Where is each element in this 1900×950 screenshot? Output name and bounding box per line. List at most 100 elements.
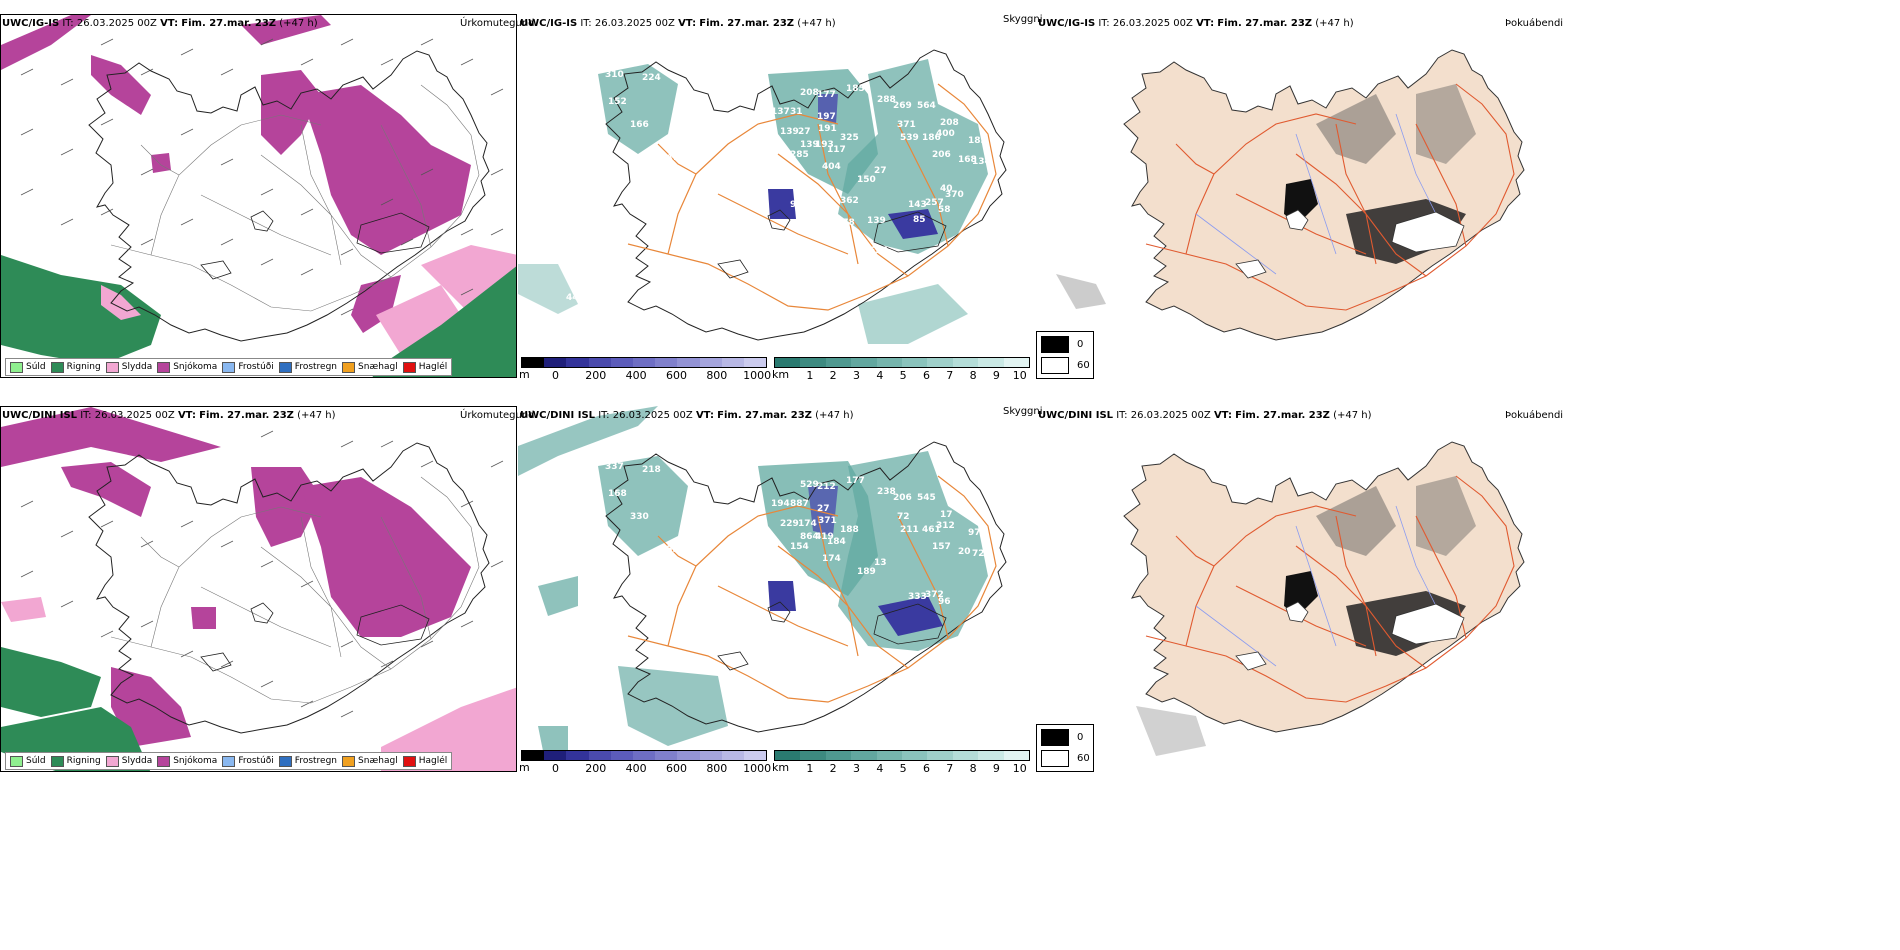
colorbar-tick: 9 (992, 762, 1000, 775)
legend-swatch (157, 755, 171, 767)
visibility-panel-1 (518, 14, 1036, 378)
model-name: UWC/IG-IS (2, 18, 60, 29)
colorbar-swatch (902, 751, 928, 760)
elevation-label: 238 (877, 487, 896, 497)
legend-label: Frostúði (238, 756, 274, 766)
colorbar-tick: 10 (1012, 369, 1027, 382)
elevation-label: 362 (840, 196, 859, 206)
legend-item: Snjókoma (157, 361, 217, 373)
precip-type-map-2 (1, 407, 516, 771)
visibility-km-colorbar-2: 1 2 3 4 5 6 7 8 9 10 km (772, 750, 1030, 775)
elevation-label: 139 (780, 127, 799, 137)
elevation-label: 206 (932, 150, 951, 160)
colorbar-tick: 6 (922, 369, 930, 382)
colorbar-tick: 2 (829, 369, 837, 382)
colorbar-swatch (978, 358, 1004, 367)
fog-legend-top: 0 (1077, 732, 1084, 743)
fog-legend-bottom: 60 (1077, 753, 1090, 764)
elevation-label: 143 (908, 200, 927, 210)
elevation-label: 188 (840, 525, 859, 535)
elevation-label: 174 (822, 554, 841, 564)
colorbar-swatch (544, 358, 567, 367)
elevation-label: 139 (800, 140, 819, 150)
elevation-label: 168 (608, 489, 627, 499)
colorbar-tick: 8 (969, 369, 977, 382)
elevation-label: 193 (815, 140, 834, 150)
elevation-label: 312 (936, 521, 955, 531)
elevation-label: 174 (798, 519, 817, 529)
it-value: 26.03.2025 00Z (612, 410, 693, 421)
elevation-label: 166 (630, 120, 649, 130)
fog-legend-1: 0 60 (1036, 331, 1094, 379)
colorbar-swatch (1003, 751, 1030, 760)
elevation-label: 206 (893, 493, 912, 503)
model-name: UWC/DINI ISL (2, 410, 78, 421)
it-value: 26.03.2025 00Z (1130, 410, 1211, 421)
elevation-label: 139 (867, 216, 886, 226)
elevation-label: 20 (958, 547, 971, 557)
colorbar-km-swatches (774, 357, 1030, 368)
colorbar-tick: 600 (665, 369, 687, 382)
colorbar-swatch (743, 751, 767, 760)
legend-item: Rigning (50, 755, 101, 767)
vt-label: VT: (160, 18, 179, 29)
it-value: 26.03.2025 00Z (94, 410, 175, 421)
legend-label: Frostregn (294, 362, 338, 372)
elevation-label: 40 (940, 184, 953, 194)
fog-panel-1 (1036, 14, 1556, 378)
visibility-map-2 (518, 406, 1036, 772)
colorbar-km-unit: km (772, 761, 790, 774)
elevation-label: 285 (790, 150, 809, 160)
colorbar-swatch (610, 751, 633, 760)
it-label: IT: (598, 410, 610, 421)
elevation-label: 150 (857, 175, 876, 185)
elevation-label: 186 (922, 133, 941, 143)
colorbar-km-unit: km (772, 368, 790, 381)
colorbar-tick: 1 (806, 762, 814, 775)
panel-title-precip-type-2: Úrkomutegund (460, 410, 535, 421)
colorbar-tick: 6 (922, 762, 930, 775)
fog-map-1 (1036, 14, 1556, 378)
legend-item: Slydda (105, 755, 152, 767)
elevation-label: 27 (817, 504, 830, 514)
legend-item: Frostregn (278, 361, 338, 373)
legend-swatch (222, 755, 236, 767)
elevation-label: 288 (877, 95, 896, 105)
elevation-label: 400 (936, 129, 955, 139)
colorbar-swatch (610, 358, 633, 367)
vt-value: Fim. 27.mar. 23Z (1235, 410, 1330, 421)
it-value: 26.03.2025 00Z (1112, 18, 1193, 29)
vt-value: Fim. 27.mar. 23Z (1217, 18, 1313, 29)
vt-label: VT: (1213, 410, 1232, 421)
elevation-label: 90 (790, 200, 803, 210)
colorbar-swatch (825, 751, 852, 760)
elevation-label: 310 (605, 70, 624, 80)
legend-item: Haglél (402, 755, 447, 767)
colorbar-swatch (800, 751, 826, 760)
legend-label: Rigning (66, 362, 101, 372)
vt-label: VT: (695, 410, 714, 421)
fog-swatch-dark (1041, 729, 1069, 746)
elevation-label: 887 (790, 499, 809, 509)
colorbar-swatch (851, 358, 877, 367)
colorbar-tick: 2 (829, 762, 837, 775)
elevation-label: 157 (932, 542, 951, 552)
colorbar-swatch (677, 751, 700, 760)
elevation-label: 545 (917, 493, 936, 503)
legend-label: Snjókoma (173, 756, 218, 766)
legend-swatch (10, 755, 23, 767)
legend-label: Snæhagl (358, 756, 398, 766)
elevation-label: 208 (940, 118, 959, 128)
colorbar-tick: 5 (899, 369, 907, 382)
colorbar-tick: 1 (806, 369, 814, 382)
colorbar-swatch (522, 751, 545, 760)
colorbar-swatch (952, 751, 979, 760)
legend-swatch (50, 361, 64, 373)
vt-label: VT: (177, 410, 196, 421)
colorbar-tick: 800 (706, 762, 728, 775)
colorbar-tick: 1000 (743, 369, 772, 382)
it-value: 26.03.2025 00Z (76, 18, 157, 29)
legend-label: Snæhagl (358, 362, 398, 372)
elevation-label: 372 (925, 590, 944, 600)
colorbar-swatch (876, 358, 903, 367)
